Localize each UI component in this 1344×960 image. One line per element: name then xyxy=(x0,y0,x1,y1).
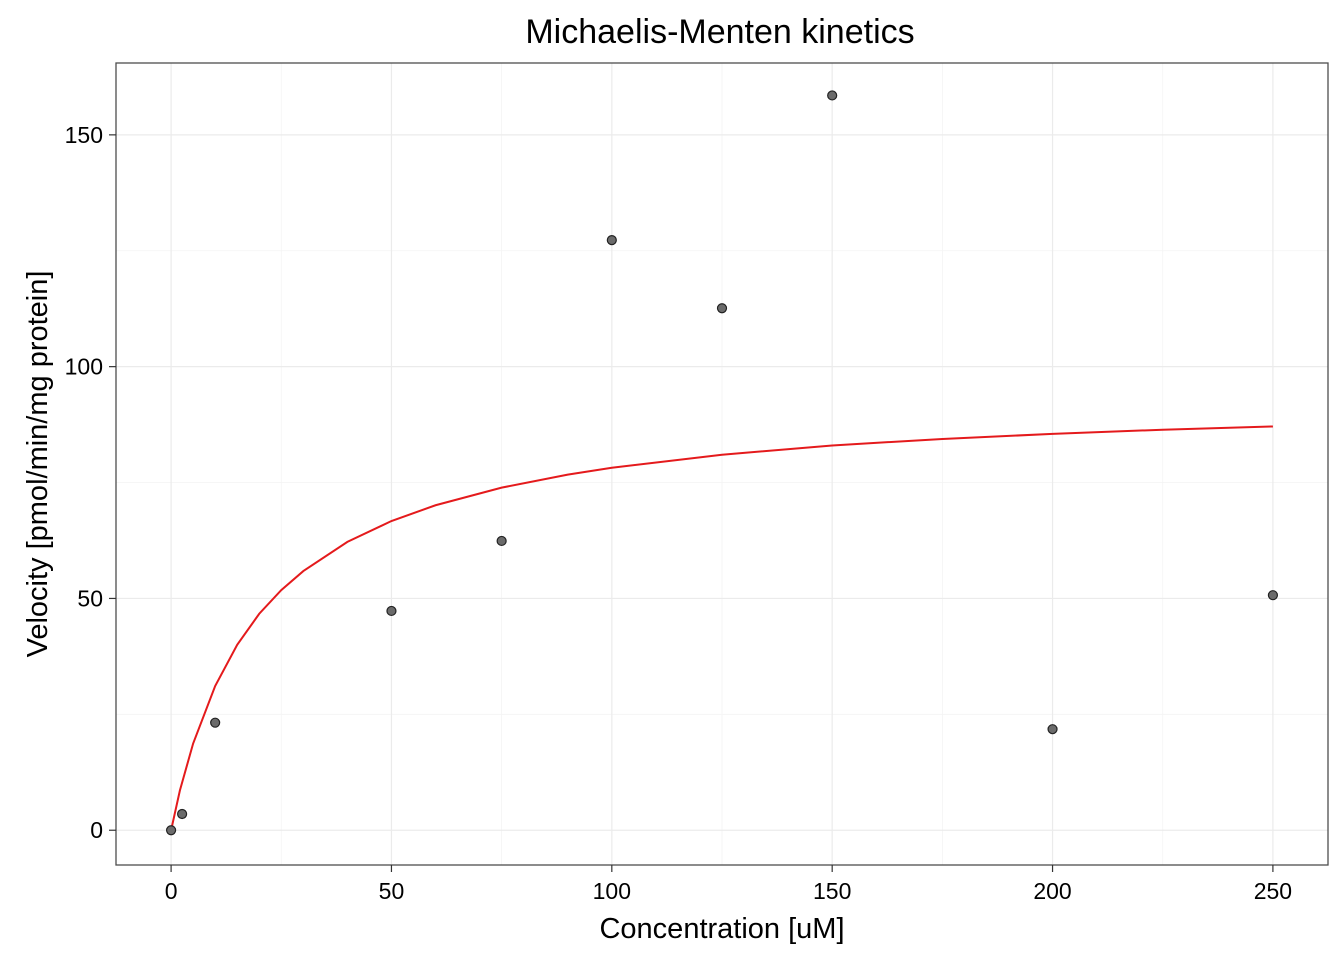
data-point xyxy=(1267,590,1279,601)
x-tick-label: 250 xyxy=(1254,878,1292,904)
data-point xyxy=(827,90,838,101)
x-tick-label: 50 xyxy=(379,878,405,904)
chart-title: Michaelis-Menten kinetics xyxy=(525,13,914,51)
data-point xyxy=(716,303,728,314)
x-tick-label: 200 xyxy=(1033,878,1071,904)
data-point xyxy=(165,825,177,836)
data-point xyxy=(1047,724,1058,735)
data-point xyxy=(386,605,397,617)
y-tick-label: 100 xyxy=(65,354,103,380)
data-point xyxy=(177,808,188,820)
x-tick-label: 150 xyxy=(813,878,851,904)
x-axis: 0 50 100 150 200 250 xyxy=(165,865,1292,904)
y-axis: 0 50 100 150 xyxy=(65,122,116,843)
fit-curve xyxy=(170,425,1273,831)
x-tick-label: 0 xyxy=(165,878,178,904)
data-point xyxy=(496,535,507,547)
y-tick-label: 0 xyxy=(90,817,103,843)
data-point xyxy=(606,234,617,246)
fit-line-layer xyxy=(170,425,1273,831)
y-tick-label: 150 xyxy=(65,122,103,148)
data-points-layer xyxy=(165,90,1279,836)
grid-layer xyxy=(116,63,1328,865)
data-point xyxy=(210,717,221,728)
y-axis-title: Velocity [pmol/min/mg protein] xyxy=(22,271,54,658)
x-tick-label: 100 xyxy=(593,878,631,904)
y-tick-label: 50 xyxy=(77,585,103,611)
x-axis-title: Concentration [uM] xyxy=(599,913,844,945)
plot-panel-border xyxy=(115,62,1329,866)
